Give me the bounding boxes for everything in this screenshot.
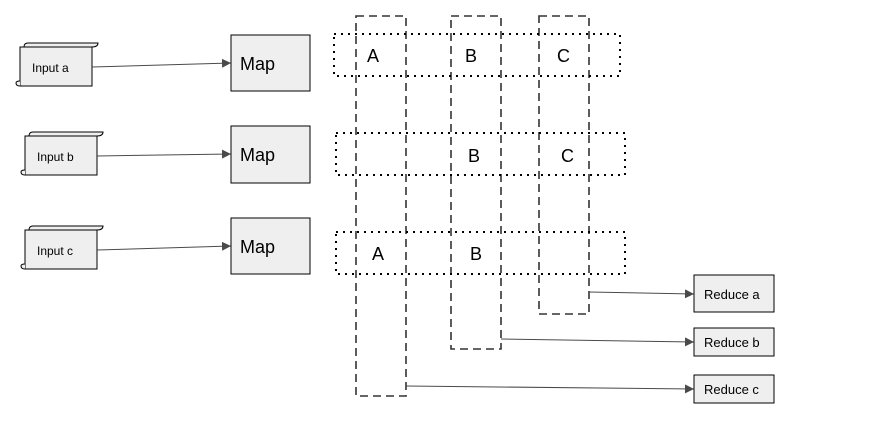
- map-output-row-1: [333, 33, 621, 77]
- input-node-b: Input b: [20, 131, 104, 176]
- row1-key-b: B: [465, 46, 477, 66]
- row3-key-b: B: [470, 244, 482, 264]
- map-output-row-3: [335, 231, 626, 275]
- reduce-label-a: Reduce a: [704, 287, 760, 302]
- reduce-node-c: Reduce c: [693, 374, 775, 404]
- map-label-2: Map: [240, 145, 275, 165]
- map-node-2: Map: [230, 125, 311, 184]
- input-label-c: Input c: [37, 244, 73, 258]
- map-label-1: Map: [240, 54, 275, 74]
- reduce-node-b: Reduce b: [693, 327, 775, 357]
- row2-key-c: C: [561, 146, 574, 166]
- input-node-a: Input a: [15, 42, 99, 87]
- row2-key-b: B: [468, 146, 480, 166]
- row3-key-a: A: [372, 244, 384, 264]
- key-column-a: [355, 15, 407, 397]
- row1-key-c: C: [557, 46, 570, 66]
- reduce-label-c: Reduce c: [704, 382, 759, 397]
- key-column-b: [450, 15, 502, 350]
- reduce-node-a: Reduce a: [693, 274, 775, 313]
- input-label-b: Input b: [37, 150, 74, 164]
- edge-column-b-to-reduce-b: [500, 337, 695, 347]
- edge-input-c-to-map: [96, 241, 232, 251]
- row1-key-a: A: [367, 46, 379, 66]
- input-label-a: Input a: [32, 61, 69, 75]
- reduce-label-b: Reduce b: [704, 335, 760, 350]
- edge-column-c-to-reduce-a: [588, 289, 695, 299]
- map-output-row-2: [335, 132, 626, 176]
- input-node-c: Input c: [20, 225, 104, 270]
- key-column-c: [538, 15, 590, 315]
- map-node-1: Map: [230, 34, 311, 92]
- edge-input-b-to-map: [96, 149, 232, 159]
- map-label-3: Map: [240, 237, 275, 257]
- edge-column-a-to-reduce-c: [405, 384, 695, 394]
- map-node-3: Map: [230, 217, 311, 275]
- edge-input-a-to-map: [91, 58, 232, 68]
